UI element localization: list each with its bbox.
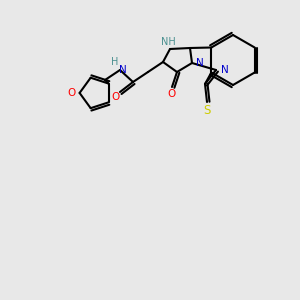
Text: O: O [111,92,119,102]
Text: S: S [203,103,211,116]
Text: NH: NH [160,37,175,47]
Text: O: O [68,88,76,98]
Text: N: N [196,58,204,68]
Text: O: O [168,89,176,99]
Text: N: N [221,65,229,75]
Text: N: N [119,65,127,75]
Text: H: H [111,57,119,67]
